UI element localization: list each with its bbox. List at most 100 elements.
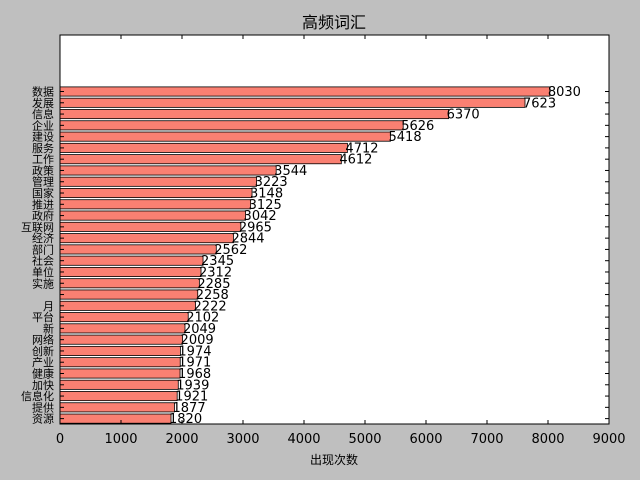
value-label: 3148 (250, 187, 283, 202)
value-label: 3042 (244, 209, 277, 224)
category-label: 创新 (32, 344, 54, 358)
bar (59, 379, 179, 390)
value-label: 1921 (175, 390, 208, 405)
value-label: 1971 (178, 356, 211, 371)
value-label: 4612 (339, 153, 372, 168)
category-label: 发展 (32, 96, 54, 110)
bar (59, 188, 253, 199)
bar (59, 244, 217, 255)
category-label: 产业 (32, 355, 54, 369)
x-tick-label: 9000 (592, 432, 625, 447)
category-label: 平台 (32, 310, 54, 324)
bar (59, 413, 172, 424)
bar (59, 131, 391, 142)
value-label: 2102 (186, 311, 219, 326)
category-label: 政策 (32, 163, 54, 177)
x-tick-label: 3000 (226, 432, 259, 447)
value-label: 6370 (447, 108, 480, 123)
bar (59, 278, 200, 289)
bar (59, 289, 199, 300)
category-label: 部门 (32, 242, 54, 256)
category-label: 提供 (32, 400, 54, 414)
bar (59, 345, 181, 356)
bars-group: 数据 8030 发展 7623 信息 6370 企业 5626 建设 5418 服务 4712 工作 46… (21, 85, 581, 428)
x-tick-label: 2000 (165, 432, 198, 447)
category-label: 数据 (32, 85, 54, 99)
bar (59, 233, 234, 244)
bar (59, 120, 404, 131)
category-label: 建设 (32, 130, 54, 144)
bar (59, 142, 348, 153)
bar (59, 176, 258, 187)
category-label: 服务 (32, 142, 54, 155)
bar (59, 402, 175, 413)
value-label: 2965 (239, 220, 272, 235)
bar (59, 154, 342, 165)
category-label: 经济 (32, 231, 54, 245)
bar (59, 210, 246, 221)
value-label: 1939 (176, 378, 209, 393)
value-label: 2345 (201, 254, 234, 269)
bar (59, 255, 204, 266)
x-tick-label: 0 (56, 432, 64, 447)
category-label: 社会 (32, 254, 54, 268)
value-label: 5626 (401, 119, 434, 134)
value-label: 1877 (173, 401, 206, 416)
bar (59, 357, 181, 368)
value-label: 1974 (178, 344, 211, 359)
x-tick-label: 4000 (287, 432, 320, 447)
value-label: 2009 (181, 333, 214, 348)
bar (59, 300, 196, 311)
value-label: 2258 (196, 288, 229, 303)
x-tick-label: 7000 (470, 432, 503, 447)
value-label: 8030 (548, 85, 581, 100)
bar (59, 368, 181, 379)
category-label: 单位 (32, 265, 54, 279)
bar (59, 312, 189, 323)
bar (59, 323, 186, 334)
bar (59, 199, 252, 210)
value-label: 2049 (183, 322, 216, 337)
bar (59, 86, 551, 97)
value-label: 2222 (194, 299, 227, 314)
category-label: 信息 (32, 107, 54, 121)
bar (59, 391, 178, 402)
value-label: 2285 (197, 277, 230, 292)
category-label: 加快 (32, 379, 54, 392)
category-label: 网络 (32, 333, 54, 347)
ticks-group: 0 1000 2000 3000 4000 5000 6000 7000 8000 9000 (56, 35, 626, 447)
category-label: 新 (43, 321, 54, 335)
bar (59, 334, 183, 345)
x-axis-label: 出现次数 (310, 452, 358, 467)
plot-frame (59, 34, 610, 425)
value-label: 5418 (389, 130, 422, 145)
category-label: 企业 (32, 118, 54, 132)
value-label: 3544 (274, 164, 307, 179)
category-label: 互联网 (21, 221, 54, 234)
x-tick-label: 8000 (531, 432, 564, 447)
category-label: 信息化 (21, 389, 54, 403)
bar (59, 109, 449, 120)
category-label: 管理 (32, 175, 54, 189)
category-label: 推进 (32, 197, 54, 211)
bar (59, 97, 526, 108)
chart-title: 高频词汇 (302, 13, 366, 32)
category-label: 资源 (32, 412, 54, 426)
value-label: 2312 (199, 265, 232, 280)
value-label: 1820 (169, 412, 202, 427)
bar (59, 266, 202, 277)
value-label: 3223 (255, 175, 288, 190)
bar (59, 165, 277, 176)
x-tick-label: 6000 (409, 432, 442, 447)
value-label: 4712 (345, 141, 378, 156)
value-label: 3125 (249, 198, 282, 213)
value-label: 1968 (178, 367, 211, 382)
x-tick-label: 5000 (348, 432, 381, 447)
category-label: 工作 (32, 153, 54, 166)
value-label: 7623 (523, 96, 556, 111)
value-label: 2844 (231, 232, 264, 247)
category-label: 政府 (32, 209, 54, 223)
category-label: 国家 (32, 186, 54, 200)
bar (59, 221, 242, 232)
